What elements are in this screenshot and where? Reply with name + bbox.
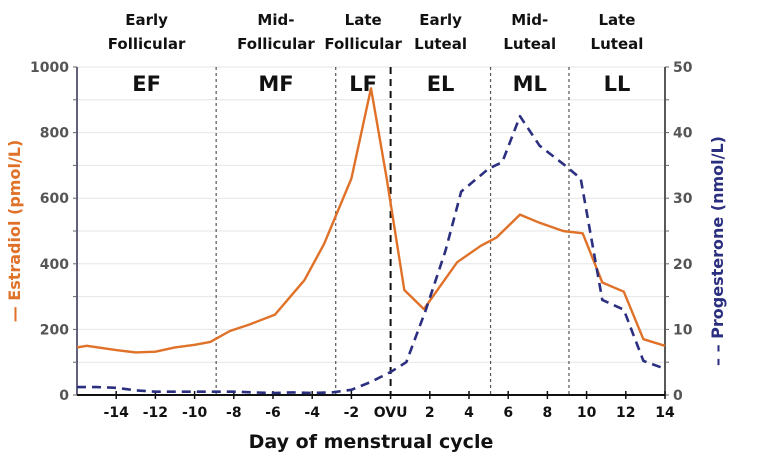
y-tick-label-left: 1000 [30, 60, 69, 76]
x-tick-label: OVU [374, 405, 408, 421]
phase-abbr: MF [258, 72, 293, 96]
phase-name-line2: Luteal [591, 35, 644, 53]
y-tick-label-left: 600 [40, 191, 69, 207]
x-tick-label: -12 [143, 405, 168, 421]
phase-name-line2: Follicular [108, 35, 186, 53]
phase-abbr: LL [604, 72, 631, 96]
y-tick-label-left: 400 [40, 257, 69, 273]
phase-name-line1: Early [419, 11, 462, 29]
y-tick-label-right: 20 [673, 257, 693, 273]
phase-name-line2: Follicular [237, 35, 315, 53]
x-tick-label: 14 [655, 405, 675, 421]
x-tick-label: -10 [182, 405, 208, 421]
progesterone-line [77, 114, 666, 395]
x-tick-label: 12 [616, 405, 635, 421]
y-tick-label-left: 800 [40, 126, 69, 142]
tick-labels: -14 -12 -10 -8 -6 -4 -2 OVU 2 4 6 8 10 12 140200400600… [30, 60, 693, 421]
phase-name-line1: Late [345, 11, 382, 29]
phase-abbr: ML [513, 72, 547, 96]
y-tick-label-right: 40 [673, 126, 693, 142]
x-tick-label: -8 [226, 405, 242, 421]
axes [73, 66, 669, 399]
x-tick-label: 6 [503, 405, 513, 421]
y-tick-label-right: 0 [673, 388, 683, 404]
x-tick-label: 10 [577, 405, 597, 421]
phase-name-line2: Follicular [324, 35, 402, 53]
gridlines [77, 66, 665, 363]
x-tick-label: 8 [543, 405, 553, 421]
phase-name-line2: Luteal [503, 35, 556, 53]
y-axis-right-label-group: – – Progesterone (nmol/L) [708, 136, 727, 366]
y-tick-label-right: 10 [673, 322, 693, 338]
y-axis-left-label-group: — Estradiol (pmol/L) [5, 140, 24, 323]
phase-abbr: EL [427, 72, 455, 96]
phase-name-line2: Luteal [414, 35, 467, 53]
phase-name-line1: Mid- [511, 11, 548, 29]
y-tick-label-left: 0 [59, 388, 69, 404]
x-tick-label: -4 [304, 405, 320, 421]
y-tick-label-right: 30 [673, 191, 693, 207]
phase-abbr: EF [132, 72, 161, 96]
y-axis-right-label: – – Progesterone (nmol/L) [708, 136, 727, 366]
estradiol-line [76, 87, 666, 354]
x-tick-label: 4 [464, 405, 474, 421]
phase-name-line1: Early [125, 11, 168, 29]
x-tick-label: 2 [425, 405, 435, 421]
x-tick-label: -2 [344, 405, 360, 421]
phase-name-line1: Late [598, 11, 635, 29]
x-axis-label: Day of menstrual cycle [249, 431, 494, 453]
y-tick-label-right: 50 [673, 60, 693, 76]
series-lines [76, 87, 666, 395]
phase-labels: Early Follicular EF Mid- Follicular MF Late Fol… [108, 11, 644, 96]
x-tick-label: -14 [104, 405, 130, 421]
x-tick-label: -6 [265, 405, 281, 421]
y-axis-left-label: — Estradiol (pmol/L) [5, 140, 24, 323]
y-tick-label-left: 200 [40, 322, 69, 338]
phase-name-line1: Mid- [257, 11, 294, 29]
